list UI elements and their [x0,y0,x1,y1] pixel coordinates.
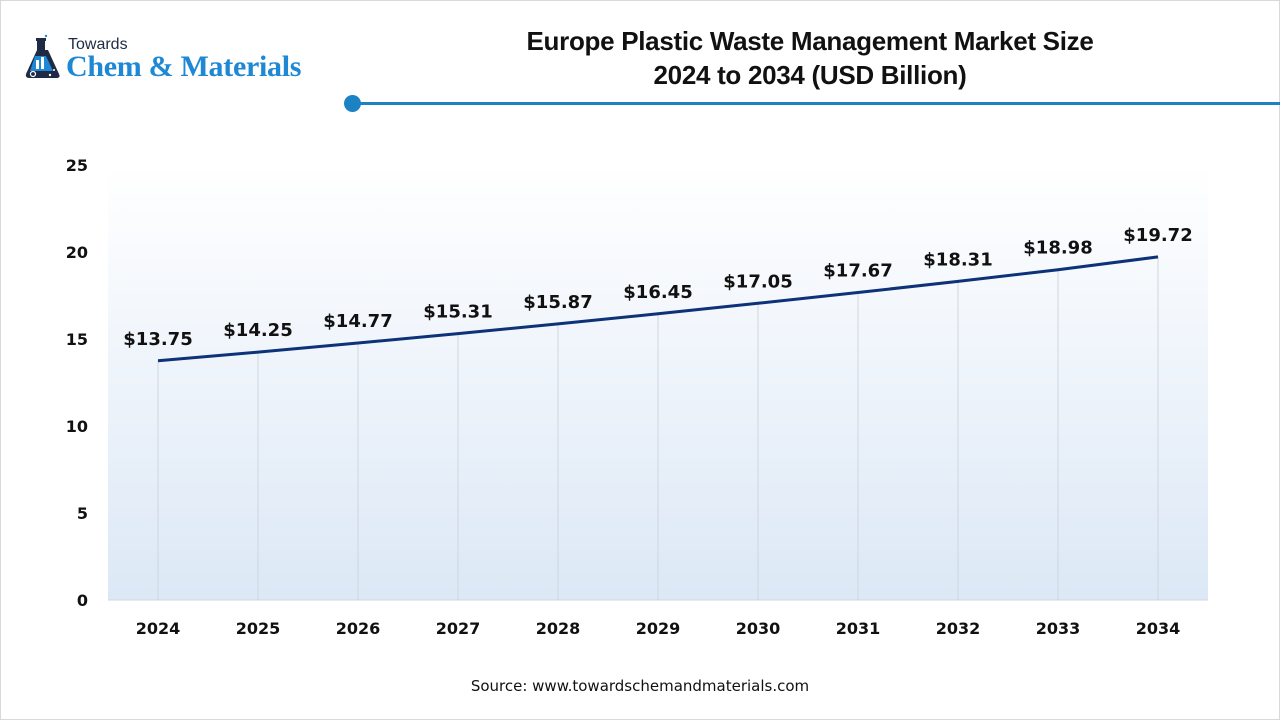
chart-title-line2: 2024 to 2034 (USD Billion) [653,60,967,90]
data-label: $19.72 [1123,225,1192,246]
data-label: $14.25 [223,320,292,341]
x-tick-label: 2028 [536,619,581,638]
x-tick-label: 2029 [636,619,681,638]
y-tick-label: 10 [66,417,88,436]
logo-towards-text: Towards [68,36,128,53]
y-tick-label: 15 [66,330,88,349]
flask-icon [25,34,60,78]
x-tick-label: 2030 [736,619,781,638]
x-tick-label: 2031 [836,619,881,638]
data-label: $17.67 [823,261,892,282]
x-tick-label: 2034 [1136,619,1181,638]
chart-title: Europe Plastic Waste Management Market S… [400,24,1220,92]
data-label: $17.05 [723,271,792,292]
logo-brand-text: Chem & Materials [66,50,302,83]
data-label: $15.87 [523,292,592,313]
data-label: $14.77 [323,311,392,332]
chart-title-line1: Europe Plastic Waste Management Market S… [526,26,1094,56]
x-tick-label: 2033 [1036,619,1081,638]
series-line [157,255,1159,363]
y-tick-label: 25 [66,156,88,175]
x-tick-label: 2026 [336,619,381,638]
y-tick-label: 20 [66,243,88,262]
data-label: $13.75 [123,329,192,350]
data-label: $16.45 [623,282,692,303]
x-tick-label: 2032 [936,619,981,638]
logo: Towards Chem & Materials [22,34,342,86]
title-underline-dot [344,95,361,112]
x-tick-label: 2025 [236,619,281,638]
x-tick-label: 2024 [136,619,181,638]
data-label: $15.31 [423,302,492,323]
data-label: $18.31 [923,249,992,270]
x-tick-label: 2027 [436,619,481,638]
data-label: $18.98 [1023,238,1092,259]
y-tick-label: 5 [77,504,88,523]
y-tick-label: 0 [77,591,88,610]
title-underline [353,102,1280,105]
source-note: Source: www.towardschemandmaterials.com [470,677,810,695]
